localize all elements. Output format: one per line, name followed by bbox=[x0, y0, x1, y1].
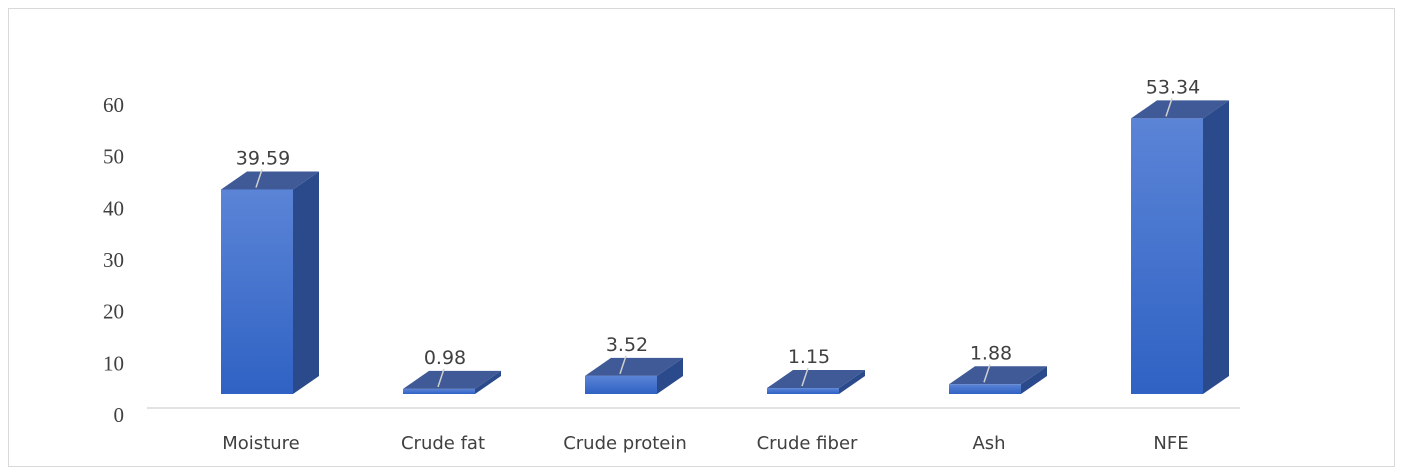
bar: 1.15 bbox=[767, 346, 865, 394]
x-tick-label: Ash bbox=[972, 433, 1005, 454]
data-label: 1.15 bbox=[788, 346, 830, 368]
bar-front-face bbox=[949, 384, 1021, 394]
bar-top-face bbox=[767, 370, 865, 389]
y-tick-label: 30 bbox=[103, 248, 124, 272]
y-tick-label: 0 bbox=[114, 403, 125, 427]
data-label: 1.88 bbox=[970, 342, 1012, 364]
bar-top-face bbox=[1131, 100, 1229, 119]
bar-side-face bbox=[293, 171, 319, 394]
y-tick-label: 50 bbox=[103, 145, 124, 169]
bar-front-face bbox=[1131, 118, 1203, 394]
data-label-leader bbox=[801, 367, 809, 387]
bar-side-face bbox=[1203, 100, 1229, 394]
bar-side-face bbox=[839, 370, 865, 394]
bars: 39.59 0.98 3.52 1.15 1.88 53.34 bbox=[221, 76, 1229, 394]
bar-front-face bbox=[221, 189, 293, 394]
data-label-leader bbox=[1165, 98, 1173, 117]
data-label-leader bbox=[983, 364, 991, 383]
x-axis: Moisture Crude fat Crude protein Crude fibe… bbox=[222, 433, 1188, 454]
y-axis: 0 10 20 30 40 50 60 bbox=[103, 93, 124, 427]
x-tick-label: Crude fiber bbox=[757, 433, 858, 454]
bar-side-face bbox=[1021, 366, 1047, 394]
bar-top-face bbox=[403, 370, 501, 389]
y-tick-label: 10 bbox=[103, 351, 124, 375]
bar-side-face bbox=[657, 357, 683, 394]
y-tick-label: 40 bbox=[103, 196, 124, 220]
data-label-leader bbox=[619, 355, 627, 375]
bar-front-face bbox=[403, 388, 475, 394]
bar-top-face bbox=[585, 357, 683, 376]
bar: 39.59 bbox=[221, 147, 319, 394]
data-label: 0.98 bbox=[424, 347, 466, 369]
bar-top-face bbox=[221, 171, 319, 190]
bar: 0.98 bbox=[403, 347, 501, 394]
x-tick-label: NFE bbox=[1153, 433, 1188, 454]
bar: 1.88 bbox=[949, 342, 1047, 394]
data-label: 39.59 bbox=[236, 147, 290, 169]
y-tick-label: 60 bbox=[103, 93, 124, 117]
x-tick-label: Moisture bbox=[222, 433, 299, 454]
y-tick-label: 20 bbox=[103, 300, 124, 324]
bar-side-face bbox=[475, 370, 501, 394]
x-tick-label: Crude protein bbox=[563, 433, 687, 454]
x-tick-label: Crude fat bbox=[401, 433, 485, 454]
bar: 53.34 bbox=[1131, 76, 1229, 394]
bar-front-face bbox=[767, 388, 839, 394]
bar-front-face bbox=[585, 375, 657, 394]
bar: 3.52 bbox=[585, 334, 683, 394]
data-label-leader bbox=[255, 169, 263, 188]
data-label-leader bbox=[437, 368, 445, 388]
data-label: 53.34 bbox=[1146, 76, 1200, 98]
data-label: 3.52 bbox=[606, 334, 648, 356]
bar-top-face bbox=[949, 366, 1047, 385]
